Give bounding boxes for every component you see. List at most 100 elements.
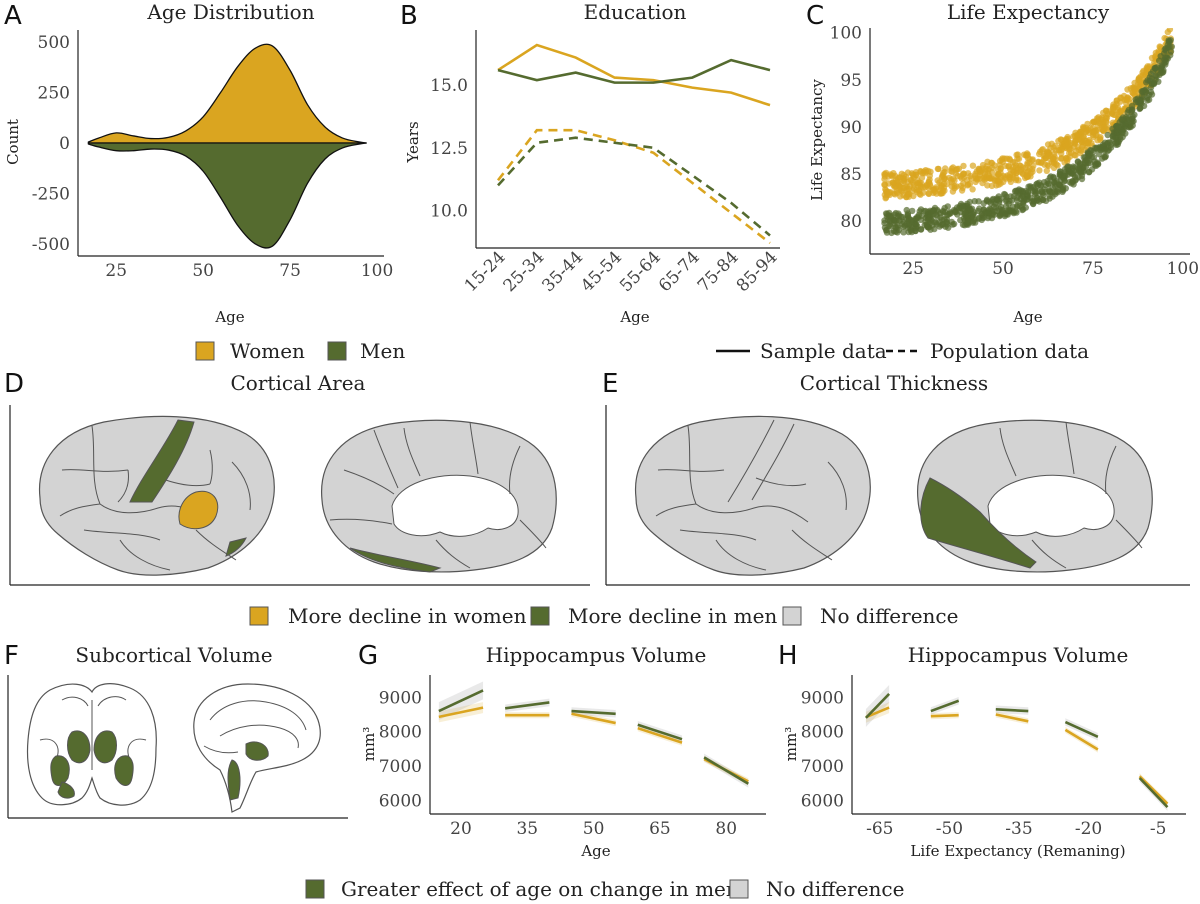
men-point bbox=[1034, 194, 1041, 201]
women-point bbox=[934, 165, 942, 173]
women-point bbox=[948, 183, 955, 190]
men-segment bbox=[438, 689, 484, 713]
x-tick-label: 100 bbox=[361, 261, 393, 281]
panel-g-ylabel: mm³ bbox=[360, 727, 378, 761]
men-point bbox=[1017, 187, 1025, 194]
women-point bbox=[903, 193, 910, 201]
men-point bbox=[1153, 66, 1161, 74]
panel-g-x-ticks: 20 35 50 65 80 bbox=[450, 819, 737, 839]
legend-bottom-no-difference-swatch bbox=[729, 879, 749, 899]
women-point bbox=[960, 162, 967, 170]
panel-h: Hippocampus Volume Life Expectancy (Rema… bbox=[782, 643, 1186, 860]
women-point bbox=[1080, 124, 1087, 132]
x-tick-label: 75 bbox=[279, 261, 301, 281]
men-point bbox=[900, 229, 907, 236]
women-point bbox=[1036, 167, 1043, 174]
men-point bbox=[1109, 125, 1116, 132]
men-point bbox=[1059, 188, 1066, 195]
women-point bbox=[929, 186, 937, 193]
panel-a-xlabel: Age bbox=[214, 308, 244, 326]
legend-sample-label: Sample data bbox=[760, 339, 887, 363]
women-point bbox=[1013, 175, 1020, 182]
women-point bbox=[1020, 151, 1028, 158]
x-tick-label: 20 bbox=[450, 819, 472, 839]
panel-c-scatter-points bbox=[881, 21, 1176, 237]
men-point bbox=[1158, 62, 1165, 69]
supramarginal-region bbox=[178, 490, 219, 530]
men-point bbox=[1024, 195, 1031, 203]
x-tick-label: 50 bbox=[583, 819, 605, 839]
panel-b-y-ticks: 15.0 12.5 10.0 bbox=[430, 76, 468, 221]
women-point bbox=[1063, 142, 1070, 150]
women-point bbox=[1169, 21, 1175, 27]
panel-letter-b: B bbox=[400, 1, 418, 31]
women-point bbox=[882, 169, 890, 177]
legend-women-decline-swatch bbox=[249, 606, 269, 626]
women-point bbox=[1002, 162, 1009, 169]
panel-a-x-ticks: 25 50 75 100 bbox=[105, 261, 393, 281]
legend-age-effect: Greater effect of age on change in men N… bbox=[305, 877, 904, 901]
men-point bbox=[1117, 126, 1125, 134]
men-point bbox=[1166, 38, 1173, 45]
women-point bbox=[1066, 150, 1073, 157]
y-tick-label: 12.5 bbox=[430, 139, 468, 159]
men-point bbox=[1162, 58, 1170, 65]
men-point bbox=[1008, 197, 1016, 204]
medial-occipital-region bbox=[920, 477, 1037, 569]
women-point bbox=[940, 175, 948, 183]
medial-temporal-region bbox=[349, 547, 442, 573]
men-point bbox=[1136, 97, 1143, 105]
women-point bbox=[1131, 85, 1139, 92]
y-tick-label: 85 bbox=[840, 165, 862, 185]
women-point bbox=[889, 179, 896, 186]
legend-men-decline-label: More decline in men bbox=[568, 604, 777, 628]
women-point bbox=[919, 184, 927, 191]
left-thalamus bbox=[67, 730, 91, 764]
men-point bbox=[1013, 209, 1020, 216]
x-tick-label: 100 bbox=[1167, 259, 1199, 279]
women-point bbox=[926, 176, 933, 183]
women-point bbox=[894, 175, 902, 182]
men-point bbox=[984, 209, 992, 216]
men-point bbox=[904, 212, 911, 219]
men-point bbox=[1148, 91, 1156, 98]
men-point bbox=[896, 217, 904, 225]
x-tick-label: 15-24 bbox=[461, 247, 510, 296]
men-point bbox=[1136, 104, 1144, 112]
women-point bbox=[1006, 155, 1013, 162]
y-tick-label: 7000 bbox=[801, 757, 844, 777]
women-point bbox=[881, 181, 888, 188]
legend-decline: More decline in women More decline in me… bbox=[249, 604, 958, 628]
men-point bbox=[983, 196, 991, 203]
men-point bbox=[1003, 196, 1010, 203]
men-point bbox=[1129, 115, 1136, 122]
x-tick-label: 35-44 bbox=[538, 247, 587, 296]
panel-letter-d: D bbox=[4, 369, 24, 399]
panel-h-title: Hippocampus Volume bbox=[908, 643, 1129, 667]
women-point bbox=[980, 174, 987, 181]
women-point bbox=[1064, 158, 1071, 165]
men-point bbox=[1011, 188, 1019, 195]
panel-c-x-ticks: 25 50 75 100 bbox=[902, 259, 1199, 279]
panel-g-xlabel: Age bbox=[580, 842, 610, 860]
women-point bbox=[909, 187, 916, 194]
cortical-thickness-medial-brain bbox=[917, 419, 1153, 573]
medial-wall-e bbox=[987, 474, 1115, 537]
panel-a-y-ticks: 500 250 0 -250 -500 bbox=[32, 33, 70, 255]
women-point bbox=[886, 189, 893, 196]
y-tick-label: 8000 bbox=[379, 723, 422, 743]
panel-c-ylabel: Life Expectancy bbox=[808, 79, 826, 201]
women-point bbox=[1058, 136, 1065, 144]
y-tick-label: 7000 bbox=[379, 757, 422, 777]
men-point bbox=[1092, 162, 1100, 169]
x-tick-label: 65-74 bbox=[655, 247, 704, 296]
men-segment bbox=[930, 699, 960, 713]
legend-population-label: Population data bbox=[930, 339, 1089, 363]
y-tick-label: -250 bbox=[32, 184, 70, 204]
panel-b: Education Age Years 15.0 12.5 10.0 15-2425… bbox=[404, 0, 782, 326]
men-point bbox=[1045, 188, 1053, 195]
women-point bbox=[1052, 156, 1059, 163]
women-point bbox=[992, 177, 999, 184]
women-point bbox=[881, 175, 888, 183]
panel-letter-g: G bbox=[358, 641, 378, 671]
